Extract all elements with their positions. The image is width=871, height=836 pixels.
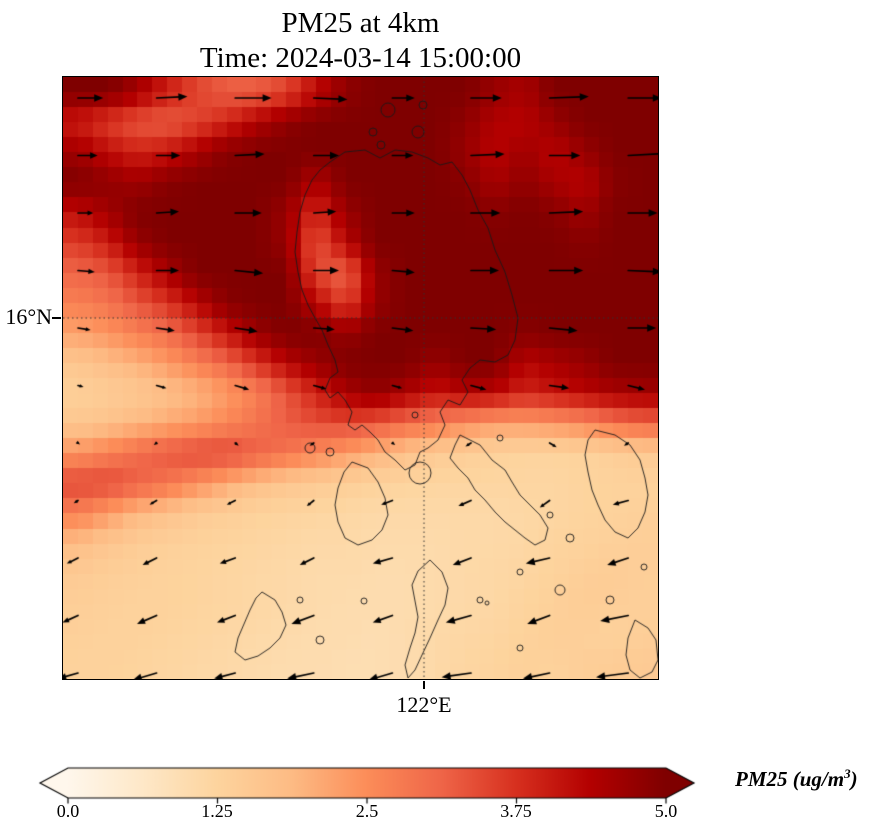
colorbar-tick-label: 2.5 <box>355 801 379 821</box>
map-canvas <box>63 77 658 679</box>
colorbar-tick-label: 1.25 <box>201 801 233 821</box>
colorbar-axis-label: PM25 (ug/m3) <box>735 766 858 791</box>
x-axis-tick-mark <box>423 681 425 689</box>
y-axis-tick-label: 16°N <box>5 304 52 329</box>
colorbar-tick-label: 5.0 <box>654 801 678 821</box>
y-axis-tick-mark <box>52 317 61 319</box>
x-axis-tick-label: 122°E <box>396 692 452 717</box>
chart-title: PM25 at 4km <box>281 7 440 39</box>
title-block: PM25 at 4km Time: 2024-03-14 15:00:00 <box>63 6 658 76</box>
map-panel <box>62 76 659 680</box>
chart-subtitle-time: Time: 2024-03-14 15:00:00 <box>199 42 522 74</box>
colorbar-tick-label: 0.0 <box>56 801 80 821</box>
colorbar-tick-label: 3.75 <box>500 801 532 821</box>
colorbar <box>0 755 871 805</box>
